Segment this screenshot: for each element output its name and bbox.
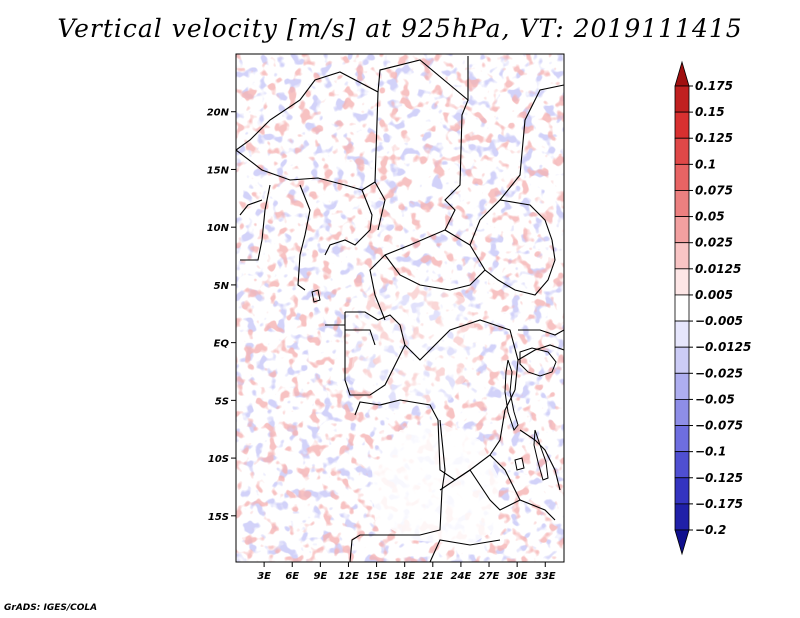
colorbar: 0.175 0.15 0.125 0.1 0.075 0.05 0.025 0.0125 0.0…	[674, 60, 751, 556]
colorbar-swatch	[674, 137, 690, 165]
colorbar-label: 0.175	[695, 79, 733, 93]
colorbar-swatch	[674, 190, 690, 217]
colorbar-label: −0.0125	[695, 340, 751, 354]
colorbar-swatch	[674, 111, 690, 139]
colorbar-swatch	[674, 451, 690, 479]
colorbar-swatch	[674, 294, 690, 322]
colorbar-label: −0.005	[695, 314, 743, 328]
colorbar-bottom-arrow	[674, 529, 690, 556]
colorbar-label: −0.125	[695, 471, 743, 485]
lat-tick-label: 5N	[214, 281, 230, 292]
map-frame	[235, 53, 565, 563]
lon-tick-label: 12E	[338, 571, 359, 582]
lon-tick-label: 21E	[422, 571, 443, 582]
colorbar-swatch	[674, 372, 690, 400]
colorbar-swatch	[674, 85, 690, 113]
country-borders	[236, 56, 564, 562]
lon-tick-label: 30E	[507, 571, 528, 582]
colorbar-label: 0.075	[695, 183, 733, 197]
colorbar-label: 0.15	[695, 105, 725, 119]
colorbar-label: −0.025	[695, 366, 743, 380]
lon-tick-label: 6E	[285, 571, 299, 582]
lon-tick-label: 15E	[366, 571, 387, 582]
lon-tick-label: 18E	[394, 571, 415, 582]
lat-tick-label: 15N	[207, 165, 230, 176]
lon-tick-label: 33E	[535, 571, 556, 582]
lon-tick-label: 27E	[479, 571, 500, 582]
lat-tick-label: 15S	[208, 512, 229, 523]
lat-tick-label: 20N	[207, 108, 230, 119]
colorbar-swatch	[674, 399, 690, 426]
colorbar-swatch	[674, 163, 690, 191]
colorbar-swatch	[674, 503, 690, 531]
colorbar-label: 0.0125	[695, 262, 741, 276]
grads-credit: GrADS: IGES/COLA	[4, 603, 98, 613]
lat-tick-label: 5S	[215, 396, 229, 407]
colorbar-swatch	[674, 477, 690, 505]
colorbar-label: −0.2	[695, 523, 726, 537]
lon-tick-label: 3E	[257, 571, 271, 582]
colorbar-label: 0.025	[695, 236, 733, 250]
colorbar-label: 0.05	[695, 210, 725, 224]
colorbar-label: 0.125	[695, 131, 733, 145]
colorbar-swatch	[674, 346, 690, 374]
lat-tick-label: 10S	[208, 454, 229, 465]
lon-tick-label: 9E	[313, 571, 327, 582]
colorbar-swatch	[674, 216, 690, 244]
colorbar-swatch	[674, 242, 690, 270]
colorbar-label: −0.175	[695, 497, 743, 511]
colorbar-swatch	[674, 268, 690, 296]
colorbar-label: −0.05	[695, 392, 735, 406]
colorbar-swatch	[674, 320, 690, 348]
lat-tick-label: EQ	[214, 339, 230, 350]
lakes	[311, 289, 557, 481]
colorbar-label: 0.1	[695, 157, 716, 171]
colorbar-top-arrow	[674, 60, 690, 87]
colorbar-label: −0.075	[695, 419, 743, 433]
axis-ticks: 20N 15N 10N 5N EQ 5S 10S 15S 3E 6E 9E 12E 15E 18E 21E 2…	[207, 108, 556, 582]
lat-tick-label: 10N	[207, 223, 230, 234]
lon-tick-label: 24E	[451, 571, 472, 582]
colorbar-label: 0.005	[695, 288, 733, 302]
colorbar-label: −0.1	[695, 445, 726, 459]
map-title: Vertical velocity [m/s] at 925hPa, VT: 2…	[57, 14, 743, 43]
velocity-field	[236, 54, 564, 562]
colorbar-swatch	[674, 425, 690, 453]
